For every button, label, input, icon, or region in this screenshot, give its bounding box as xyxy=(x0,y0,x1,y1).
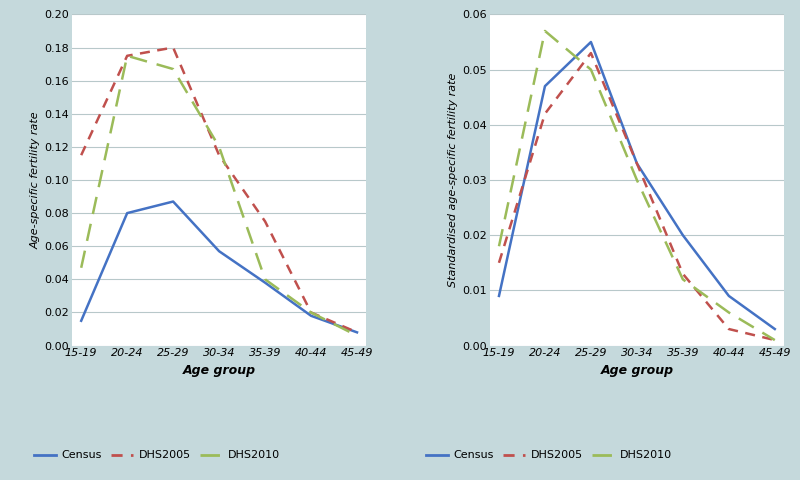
Y-axis label: Standardised age-specific fertility rate: Standardised age-specific fertility rate xyxy=(448,73,458,287)
Legend: Census, DHS2005, DHS2010: Census, DHS2005, DHS2010 xyxy=(422,446,676,465)
X-axis label: Age group: Age group xyxy=(600,364,674,377)
X-axis label: Age group: Age group xyxy=(182,364,256,377)
Legend: Census, DHS2005, DHS2010: Census, DHS2005, DHS2010 xyxy=(30,446,284,465)
Y-axis label: Age-specific fertility rate: Age-specific fertility rate xyxy=(30,111,40,249)
